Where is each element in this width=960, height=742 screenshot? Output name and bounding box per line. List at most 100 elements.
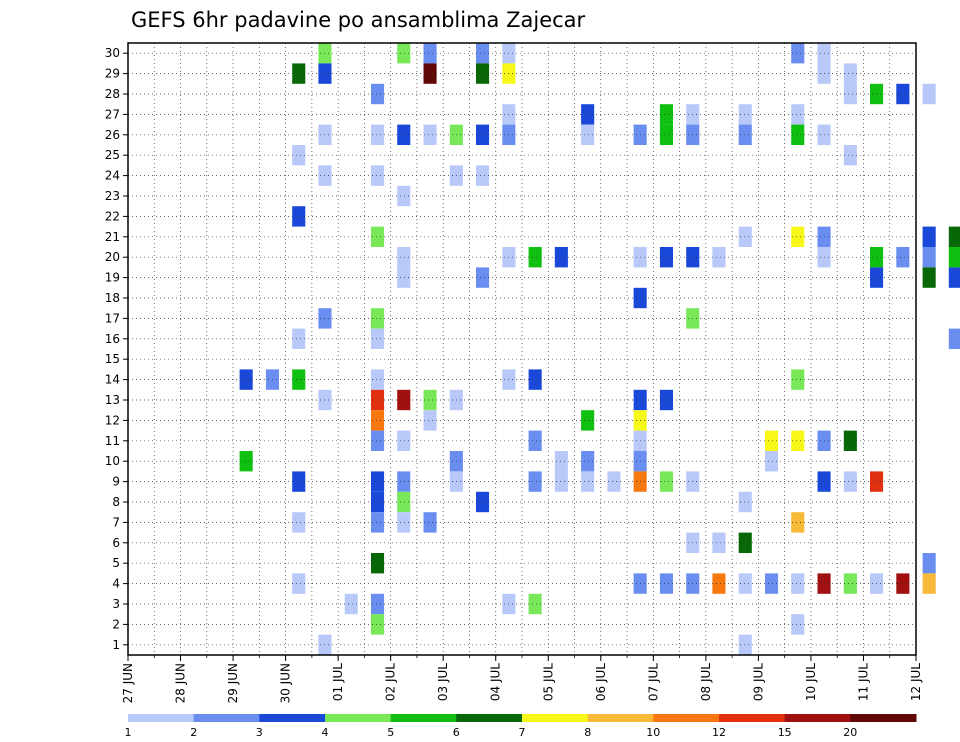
heatmap-cell [476, 165, 490, 186]
heatmap-cell [791, 226, 805, 247]
heatmap-cell [791, 369, 805, 390]
heatmap-cell [397, 185, 411, 207]
x-tick-label: 30 JUN [279, 663, 293, 703]
x-tick-label: 12 JUL [909, 663, 923, 701]
y-tick-label: 6 [112, 536, 120, 550]
heatmap-cell [843, 573, 857, 594]
heatmap-cell [843, 471, 857, 492]
colorbar-swatch [719, 714, 786, 722]
heatmap-cell [659, 104, 673, 125]
y-tick-label: 25 [105, 148, 120, 162]
x-tick-label: 09 JUL [751, 663, 765, 701]
heatmap-cell [791, 124, 805, 145]
heatmap-cell [922, 247, 936, 268]
heatmap-cell [528, 369, 542, 390]
colorbar-label: 4 [322, 726, 329, 739]
chart-title: GEFS 6hr padavine po ansamblima Zajecar [131, 8, 586, 32]
y-tick-label: 20 [105, 250, 120, 264]
heatmap-cell [397, 512, 411, 533]
colorbar-label: 5 [387, 726, 394, 739]
heatmap-cell [738, 634, 752, 655]
heatmap-cell [791, 43, 805, 64]
colorbar-swatch [259, 714, 326, 722]
heatmap-cell [843, 63, 857, 84]
heatmap-cell [896, 83, 910, 105]
heatmap-cell [292, 573, 306, 594]
heatmap-cell [738, 573, 752, 594]
colorbar-swatch [587, 714, 654, 722]
y-tick-label: 8 [112, 495, 120, 509]
heatmap-cell [423, 43, 437, 64]
colorbar-swatch [850, 714, 917, 722]
x-tick-label: 06 JUL [594, 663, 608, 701]
heatmap-cell [659, 124, 673, 145]
y-tick-label: 9 [112, 475, 120, 489]
colorbar-label: 8 [584, 726, 591, 739]
y-tick-label: 19 [105, 271, 120, 285]
colorbar-swatch [128, 714, 195, 722]
heatmap-cell [292, 206, 306, 227]
colorbar-label: 7 [519, 726, 526, 739]
heatmap-cell [371, 410, 385, 431]
colorbar-label: 1 [125, 726, 132, 739]
heatmap-cell [843, 145, 857, 166]
colorbar-swatch [456, 714, 523, 722]
heatmap-cell [922, 573, 936, 594]
x-tick-label: 10 JUL [804, 663, 818, 701]
heatmap-cell [528, 247, 542, 268]
heatmap-cells [239, 43, 960, 655]
colorbar-label: 15 [778, 726, 792, 739]
heatmap-cell [292, 471, 306, 492]
heatmap-cell [344, 593, 358, 615]
heatmap-cell [581, 451, 595, 472]
heatmap-cell [476, 267, 490, 288]
heatmap-cell [712, 573, 726, 594]
heatmap-cell [397, 491, 411, 513]
heatmap-cell [791, 614, 805, 635]
heatmap-cell [371, 491, 385, 513]
heatmap-cell [292, 328, 306, 349]
x-tick-label: 27 JUN [121, 663, 135, 703]
y-tick-label: 1 [112, 638, 120, 652]
heatmap-cell [738, 532, 752, 553]
y-tick-label: 18 [105, 291, 120, 305]
heatmap-cell [292, 63, 306, 84]
heatmap-cell [738, 226, 752, 247]
y-tick-label: 21 [105, 230, 120, 244]
heatmap-cell [765, 573, 779, 594]
heatmap-cell [738, 491, 752, 513]
colorbar-label: 2 [190, 726, 197, 739]
heatmap-cell [554, 247, 568, 268]
heatmap-cell [371, 471, 385, 492]
x-axis: 27 JUN 28 JUN 29 JUN 30 JUN 01 JUL 02 JUL 03 J… [121, 655, 923, 703]
heatmap-cell [791, 512, 805, 533]
colorbar-label: 3 [256, 726, 263, 739]
heatmap-cell [371, 553, 385, 574]
heatmap-cell [554, 451, 568, 472]
heatmap-cell [397, 247, 411, 268]
heatmap-cell [843, 83, 857, 105]
heatmap-cell [371, 614, 385, 635]
y-tick-label: 11 [105, 434, 120, 448]
heatmap-cell [765, 430, 779, 451]
y-tick-label: 27 [105, 107, 120, 121]
y-tick-label: 12 [105, 413, 120, 427]
y-tick-label: 3 [112, 597, 120, 611]
heatmap-cell [528, 471, 542, 492]
heatmap-cell [423, 512, 437, 533]
heatmap-cell [738, 124, 752, 145]
heatmap-cell [476, 63, 490, 84]
heatmap-cell [292, 145, 306, 166]
heatmap-cell [581, 410, 595, 431]
heatmap-cell [371, 165, 385, 186]
colorbar-label: 20 [843, 726, 857, 739]
heatmap-cell [922, 553, 936, 574]
grid-lines [127, 43, 917, 655]
heatmap-cell [765, 451, 779, 472]
heatmap-cell [896, 573, 910, 594]
y-tick-label: 13 [105, 393, 120, 407]
y-tick-label: 28 [105, 87, 120, 101]
heatmap-cell [712, 532, 726, 553]
x-tick-label: 11 JUL [856, 663, 870, 701]
heatmap-cell [581, 104, 595, 125]
